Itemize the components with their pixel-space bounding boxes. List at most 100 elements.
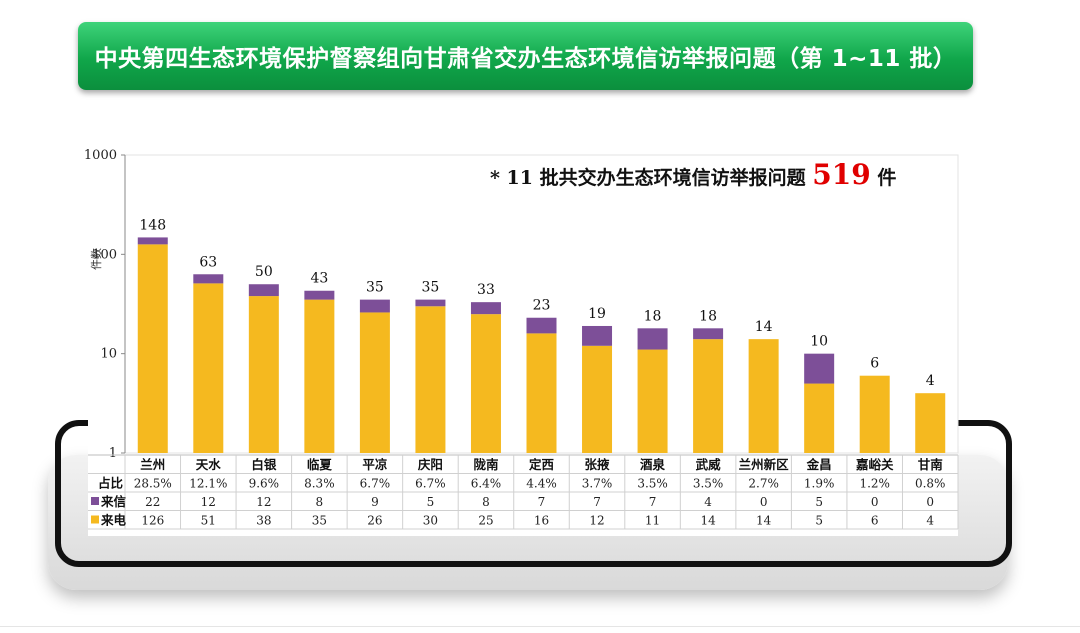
- bar-phone: [693, 339, 724, 453]
- bar-phone: [582, 345, 613, 453]
- y-tick-label: 100: [92, 247, 117, 262]
- table-cell: 0: [760, 495, 768, 509]
- summary-prefix: * 11 批共交办生态环境信访举报问题: [490, 167, 806, 189]
- category-label: 天水: [196, 457, 222, 472]
- table-cell: 14: [700, 514, 716, 528]
- table-cell: 38: [256, 514, 271, 528]
- banner-title: 中央第四生态环境保护督察组向甘肃省交办生态环境信访举报问题（第 1~11 批）: [94, 46, 957, 72]
- category-label: 嘉峪关: [855, 457, 894, 472]
- bar-phone: [915, 393, 946, 453]
- bar-letter: [248, 284, 279, 297]
- table-cell: 7: [538, 495, 546, 509]
- chart-panel: [88, 156, 958, 536]
- bar-phone: [859, 375, 890, 453]
- category-label: 定西: [528, 457, 554, 472]
- table-cell: 14: [756, 514, 772, 528]
- table-cell: 1.2%: [859, 477, 890, 491]
- bar-phone: [637, 349, 668, 453]
- y-tick-label: 1000: [84, 148, 117, 163]
- table-cell: 22: [145, 495, 160, 509]
- bar-letter: [637, 328, 668, 350]
- bar-total-label: 23: [533, 298, 551, 314]
- bar-phone: [748, 339, 779, 453]
- bar-letter: [804, 353, 835, 384]
- bar-total-label: 148: [139, 217, 166, 233]
- table-cell: 126: [141, 514, 164, 528]
- bottom-rule: [0, 626, 1080, 631]
- table-cell: 0: [871, 495, 879, 509]
- category-label: 武威: [696, 457, 722, 472]
- bar-letter: [304, 290, 335, 300]
- table-cell: 25: [478, 514, 493, 528]
- table-cell: 9: [371, 495, 379, 509]
- table-cell: 11: [645, 514, 660, 528]
- category-label: 庆阳: [417, 457, 443, 472]
- bar-letter: [693, 328, 724, 340]
- bar-phone: [193, 283, 224, 453]
- bar-phone: [526, 333, 557, 453]
- table-cell: 8: [482, 495, 490, 509]
- category-label: 兰州: [140, 457, 165, 472]
- bar-letter: [193, 274, 224, 284]
- table-cell: 1.9%: [804, 477, 835, 491]
- bar-letter: [470, 302, 501, 315]
- category-label: 兰州新区: [739, 457, 790, 472]
- table-cell: 51: [201, 514, 216, 528]
- table-cell: 35: [312, 514, 327, 528]
- table-cell: 30: [423, 514, 438, 528]
- bar-total-label: 63: [199, 254, 217, 270]
- bar-letter: [137, 237, 168, 245]
- table-cell: 12: [201, 495, 216, 509]
- bar-letter: [415, 299, 446, 307]
- category-label: 甘南: [918, 457, 944, 472]
- y-tick-label: 1: [109, 446, 117, 461]
- bar-total-label: 35: [422, 280, 440, 296]
- table-row-label: 占比: [98, 476, 124, 491]
- y-tick-label: 10: [100, 347, 117, 362]
- category-label: 金昌: [806, 457, 832, 472]
- bar-total-label: 14: [755, 319, 773, 335]
- bar-letter: [526, 317, 557, 334]
- table-row-label: 来信: [100, 494, 127, 509]
- bar-phone: [415, 306, 446, 453]
- bar-total-label: 18: [699, 308, 717, 324]
- bar-total-label: 6: [870, 356, 879, 372]
- table-cell: 3.5%: [693, 477, 724, 491]
- summary-suffix: 件: [877, 167, 897, 189]
- table-cell: 5: [815, 514, 823, 528]
- table-cell: 12: [256, 495, 271, 509]
- category-label: 酒泉: [640, 457, 666, 472]
- table-cell: 8.3%: [304, 477, 335, 491]
- bar-total-label: 43: [310, 271, 328, 287]
- table-cell: 6.7%: [360, 477, 391, 491]
- table-cell: 0: [926, 495, 934, 509]
- bar-total-label: 4: [926, 373, 935, 389]
- table-cell: 3.7%: [582, 477, 613, 491]
- bar-letter: [359, 299, 390, 313]
- bar-total-label: 50: [255, 264, 273, 280]
- category-label: 陇南: [473, 457, 499, 472]
- table-cell: 3.5%: [637, 477, 668, 491]
- summary-total: 519: [812, 158, 871, 191]
- table-cell: 4: [704, 495, 712, 509]
- table-cell: 8: [316, 495, 324, 509]
- table-cell: 28.5%: [134, 477, 172, 491]
- bar-letter: [582, 325, 613, 346]
- table-cell: 12.1%: [189, 477, 227, 491]
- title-banner: 中央第四生态环境保护督察组向甘肃省交办生态环境信访举报问题（第 1~11 批）: [78, 22, 973, 90]
- bar-total-label: 35: [366, 280, 384, 296]
- y-axis-title: 件数: [90, 248, 103, 270]
- bar-total-label: 18: [644, 308, 662, 324]
- table-cell: 5: [427, 495, 435, 509]
- bar-phone: [359, 312, 390, 453]
- table-cell: 0.8%: [915, 477, 946, 491]
- bar-phone: [248, 296, 279, 453]
- bar-phone: [137, 244, 168, 453]
- table-cell: 2.7%: [748, 477, 779, 491]
- summary-note: * 11 批共交办生态环境信访举报问题 519 件: [490, 158, 896, 191]
- bar-total-label: 19: [588, 306, 606, 322]
- table-cell: 16: [534, 514, 549, 528]
- bar-phone: [470, 314, 501, 453]
- bar-phone: [304, 299, 335, 453]
- table-cell: 26: [367, 514, 382, 528]
